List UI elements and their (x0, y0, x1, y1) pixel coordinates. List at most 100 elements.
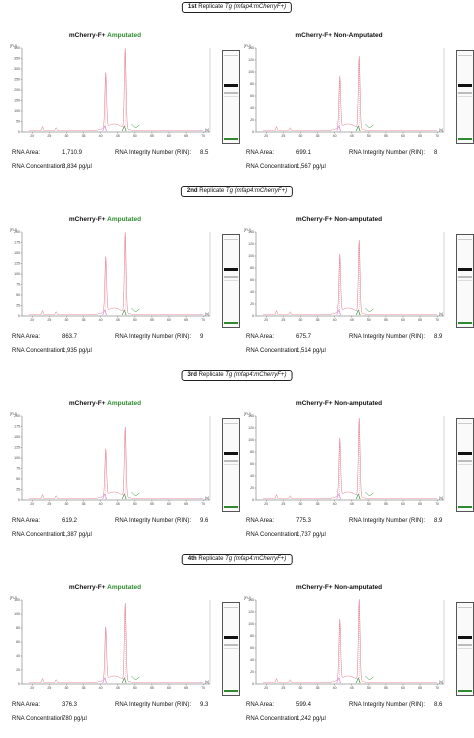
x-tick-label: 70 (435, 318, 439, 322)
x-tick-label: 55 (150, 502, 154, 506)
gel-band (458, 643, 472, 646)
gel-band (458, 95, 472, 97)
y-tick-label: 120 (248, 242, 254, 246)
y-tick-label: 350 (14, 57, 20, 61)
y-tick-label: 0 (18, 130, 20, 134)
y-tick-label: 60 (16, 640, 20, 644)
x-tick-label: 65 (184, 502, 188, 506)
gel-band (224, 459, 238, 462)
x-tick-label: 35 (82, 318, 86, 322)
panel-title-prefix: mCherry-F+ (295, 216, 335, 223)
peak-marker (102, 309, 108, 316)
x-tick-label: 40 (99, 686, 103, 690)
rna-concentration-label: RNA Concentration: (12, 348, 66, 354)
y-unit-label: [FU] (244, 596, 251, 600)
y-tick-label: 40 (250, 290, 254, 294)
rna-area-label: RNA Area: (12, 518, 41, 524)
x-unit-label: [s] (439, 680, 443, 684)
x-tick-label: 55 (384, 134, 388, 138)
rna-concentration-value: 1,514 pg/µl (296, 348, 326, 354)
electropherogram-panel: mCherry-F+ Non-amputated [FU] 140 120 100 80… (244, 370, 474, 554)
y-tick-label: 200 (14, 88, 20, 92)
electropherogram-chart: [FU]120 100 80 60 40 20 0 20 25 30 35 40 45 50 55 60 65 7… (10, 596, 211, 690)
panel-title: mCherry-F+ Amputated (10, 32, 200, 39)
x-tick-label: 50 (133, 686, 137, 690)
gel-band (224, 690, 238, 693)
panel-title: mCherry-F+ Non-amputated (244, 216, 434, 223)
gel-band (458, 423, 472, 425)
replicate-block: 3rd Replicate Tg (mfap4:mCherryF+) mCher… (0, 370, 474, 554)
y-tick-label: 60 (250, 278, 254, 282)
panel-title-condition: Non-amputated (334, 584, 383, 591)
y-tick-label: 140 (248, 46, 254, 50)
y-tick-label: 175 (14, 425, 20, 429)
y-tick-label: 40 (250, 658, 254, 662)
peak-marker (102, 677, 108, 684)
y-tick-label: 200 (14, 414, 20, 418)
x-tick-label: 55 (150, 134, 154, 138)
replicate-label: Replicate (198, 4, 225, 10)
gel-lane-image (222, 50, 240, 144)
rin-value: 8.6 (434, 702, 443, 708)
y-tick-label: 80 (250, 634, 254, 638)
gel-band (224, 463, 238, 465)
y-tick-label: 25 (16, 304, 20, 308)
rna-concentration-value: 3,834 pg/µl (62, 164, 92, 170)
electropherogram-panel: mCherry-F+ Amputated [FU] 120 100 80 60 40 20 0… (10, 554, 244, 738)
peak-marker (121, 309, 127, 316)
x-tick-label: 25 (281, 318, 285, 322)
x-tick-label: 40 (333, 318, 337, 322)
x-tick-label: 50 (133, 318, 137, 322)
gel-band (224, 267, 238, 271)
peak-marker (336, 677, 342, 684)
rin-value: 9.6 (200, 518, 209, 524)
panel-title: mCherry-F+ Amputated (10, 216, 200, 223)
rna-area-value: 675.7 (296, 334, 312, 340)
gel-band (458, 506, 472, 509)
replicate-label: Replicate (198, 556, 226, 562)
trace-line (28, 232, 203, 315)
rin-value: 8.9 (434, 334, 443, 340)
rin-label: RNA Integrity Number (RIN): (349, 150, 426, 156)
electropherogram-chart: [FU]140 120 100 80 60 40 20 0 20 25 30 35 40 45 50 55 60… (244, 228, 445, 322)
rna-concentration-label: RNA Concentration: (12, 532, 66, 538)
electropherogram-chart: [FU]140 120 100 80 60 40 20 0 20 25 30 35 40 45 50 55 60… (244, 412, 445, 506)
trace-line (28, 426, 203, 499)
x-tick-label: 70 (435, 134, 439, 138)
x-tick-label: 55 (384, 502, 388, 506)
electropherogram-panel: mCherry-F+ Non-amputated [FU] 140 120 100 80… (244, 554, 474, 738)
replicate-label: Replicate (198, 372, 226, 378)
rna-stats: RNA Area: 1,710.9 RNA Integrity Number (… (12, 149, 242, 177)
x-tick-label: 30 (64, 318, 68, 322)
x-tick-label: 30 (298, 686, 302, 690)
y-tick-label: 100 (248, 438, 254, 442)
panel-title: mCherry-F+ Non-amputated (244, 584, 434, 591)
rin-label: RNA Integrity Number (RIN): (349, 334, 426, 340)
x-tick-label: 20 (30, 318, 34, 322)
y-tick-label: 40 (250, 106, 254, 110)
gel-lane-image (222, 418, 240, 512)
gel-band (458, 83, 472, 87)
y-tick-label: 40 (16, 654, 20, 658)
gel-band (458, 647, 472, 649)
x-tick-label: 25 (281, 134, 285, 138)
y-unit-label: [FU] (10, 228, 17, 232)
rna-concentration-value: 1,737 pg/µl (296, 532, 326, 538)
panel-title-condition: Non-amputated (334, 216, 383, 223)
y-tick-label: 25 (16, 488, 20, 492)
rna-concentration-label: RNA Concentration: (246, 532, 300, 538)
x-tick-label: 40 (99, 318, 103, 322)
x-tick-label: 20 (30, 502, 34, 506)
y-tick-label: 100 (14, 109, 20, 113)
peak-marker (121, 125, 127, 132)
panel-title-prefix: mCherry-F+ (68, 216, 108, 223)
x-tick-label: 60 (167, 686, 171, 690)
y-tick-label: 125 (14, 262, 20, 266)
gel-lane-image (456, 50, 474, 144)
rna-area-value: 376.3 (62, 702, 78, 708)
peak-marker (336, 493, 342, 500)
x-tick-label: 35 (82, 134, 86, 138)
x-tick-label: 45 (116, 134, 120, 138)
rna-concentration-label: RNA Concentration: (12, 164, 66, 170)
rna-concentration-label: RNA Concentration: (12, 716, 66, 722)
